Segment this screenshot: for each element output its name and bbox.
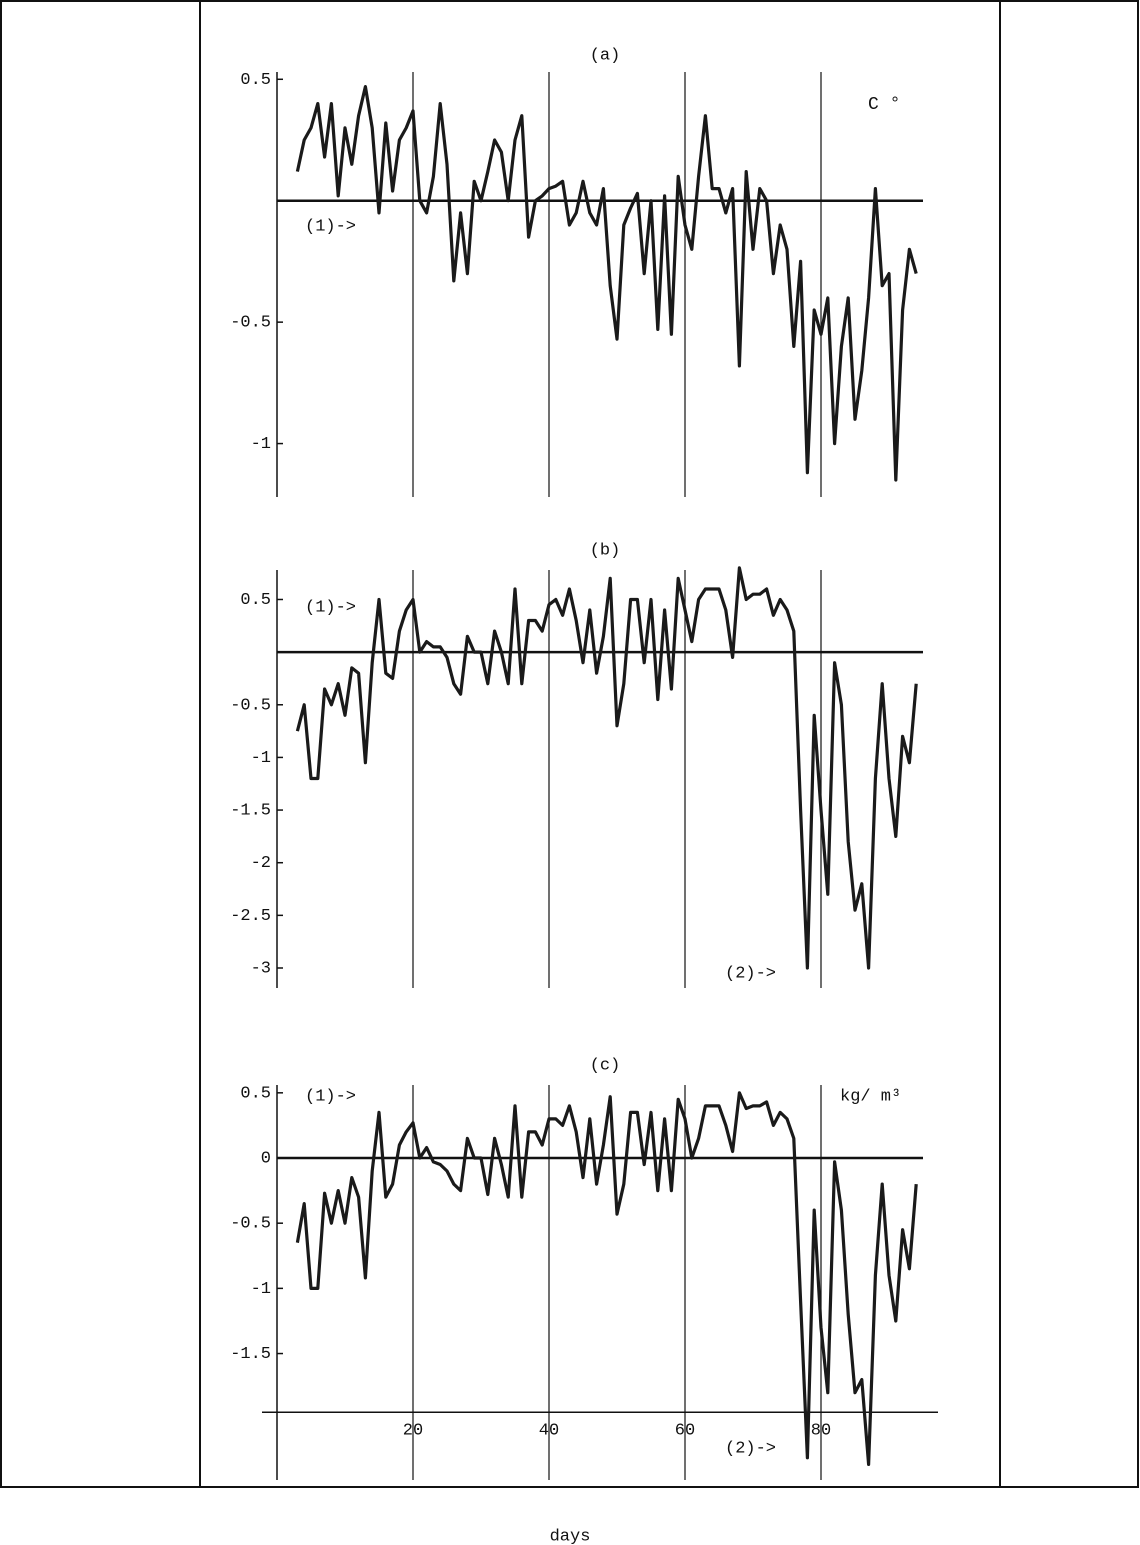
annotation: (2)->	[725, 964, 776, 983]
annotation: (1)->	[305, 1087, 356, 1106]
panel-title: (c)	[590, 1056, 621, 1075]
y-tick-label: -1	[251, 435, 271, 454]
annotation: (2)->	[725, 1439, 776, 1458]
x-tick-label: 20	[403, 1422, 423, 1441]
x-axis-label: days	[550, 1527, 591, 1545]
y-tick-label: -0.5	[230, 1215, 271, 1234]
outer-frame	[0, 0, 1139, 1488]
y-tick-label: -0.5	[230, 696, 271, 715]
y-tick-label: -1.5	[230, 1345, 271, 1364]
y-tick-label: -3	[251, 959, 271, 978]
data-line	[295, 85, 918, 482]
x-tick-label: 40	[539, 1422, 559, 1441]
data-line	[295, 566, 918, 970]
y-tick-label: -1	[251, 749, 271, 768]
y-tick-label: -1	[251, 1280, 271, 1299]
data-line	[295, 1091, 918, 1466]
annotation: kg/ m³	[840, 1087, 901, 1106]
annotation: (1)->	[305, 598, 356, 617]
x-tick-label: 60	[675, 1422, 695, 1441]
panel-title: (a)	[590, 46, 621, 65]
y-tick-label: 0	[261, 1149, 271, 1168]
y-tick-label: 0.5	[240, 1084, 271, 1103]
y-tick-label: -1.5	[230, 802, 271, 821]
panel-title: (b)	[590, 541, 621, 560]
annotation: C °	[868, 95, 900, 115]
y-tick-label: -0.5	[230, 314, 271, 333]
y-tick-label: 0.5	[240, 71, 271, 90]
x-tick-label: 80	[811, 1422, 831, 1441]
y-tick-label: -2.5	[230, 907, 271, 926]
y-tick-label: -2	[251, 854, 271, 873]
y-tick-label: 0.5	[240, 591, 271, 610]
annotation: (1)->	[305, 217, 356, 236]
